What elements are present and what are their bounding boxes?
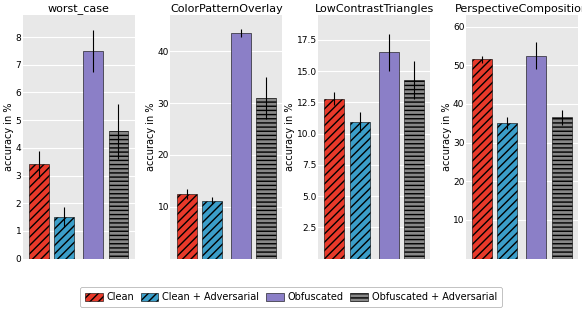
Title: ColorPatternOverlay: ColorPatternOverlay	[170, 4, 283, 14]
Bar	[526, 56, 546, 259]
Title: PerspectiveComposition: PerspectiveComposition	[455, 4, 582, 14]
Legend: Clean, Clean + Adversarial, Obfuscated, Obfuscated + Adversarial: Clean, Clean + Adversarial, Obfuscated, …	[80, 287, 502, 307]
Y-axis label: accuracy in %: accuracy in %	[4, 103, 14, 171]
Y-axis label: accuracy in %: accuracy in %	[146, 103, 156, 171]
Bar	[498, 123, 517, 259]
Bar	[350, 122, 370, 259]
Title: worst_case: worst_case	[48, 5, 109, 15]
Bar	[472, 59, 492, 259]
Bar	[177, 194, 197, 259]
Bar	[324, 99, 345, 259]
Bar	[404, 80, 424, 259]
Bar	[54, 217, 74, 259]
Bar	[202, 201, 222, 259]
Bar	[552, 117, 572, 259]
Bar	[256, 98, 276, 259]
Bar	[379, 52, 399, 259]
Title: LowContrastTriangles: LowContrastTriangles	[314, 4, 434, 14]
Bar	[108, 131, 129, 259]
Bar	[231, 33, 251, 259]
Y-axis label: accuracy in %: accuracy in %	[285, 103, 295, 171]
Bar	[29, 164, 49, 259]
Y-axis label: accuracy in %: accuracy in %	[442, 103, 452, 171]
Bar	[83, 51, 103, 259]
